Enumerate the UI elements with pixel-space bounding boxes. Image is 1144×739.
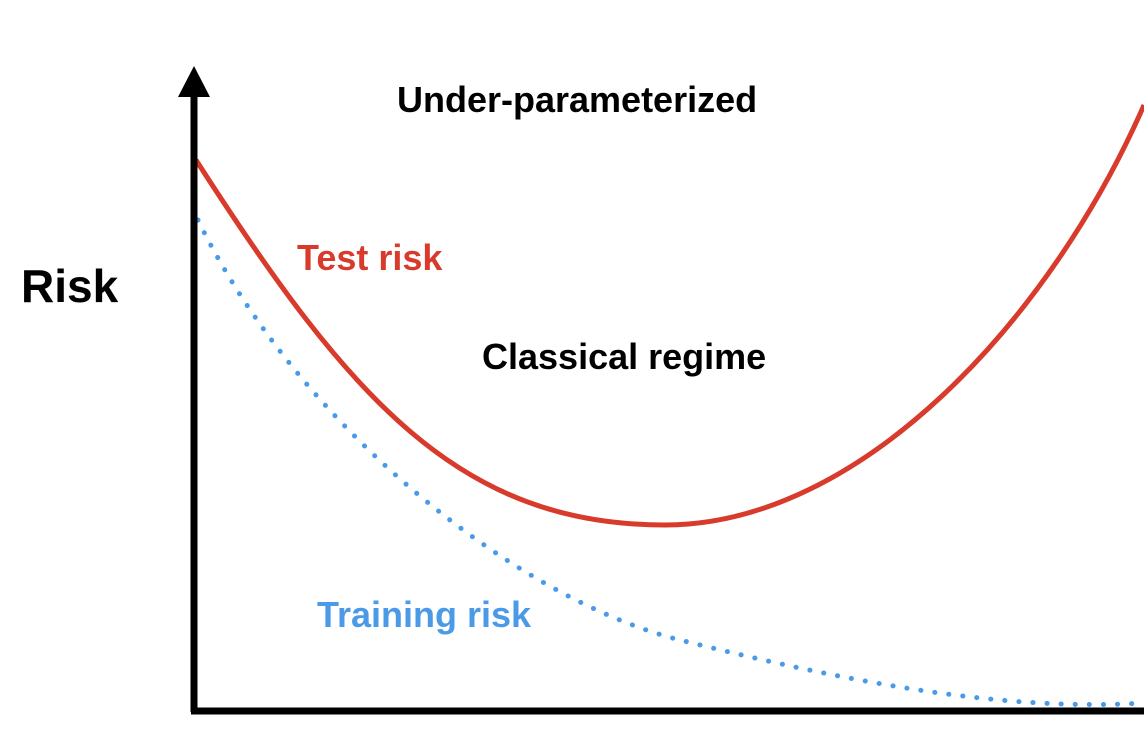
y-axis-label: Risk [21,260,119,312]
training-risk-label: Training risk [317,594,532,635]
test-risk-curve [193,103,1144,528]
regime-top-label: Under-parameterized [397,79,757,120]
y-axis-arrowhead [178,66,210,97]
test-risk-label: Test risk [297,237,443,278]
regime-middle-label: Classical regime [482,336,766,377]
